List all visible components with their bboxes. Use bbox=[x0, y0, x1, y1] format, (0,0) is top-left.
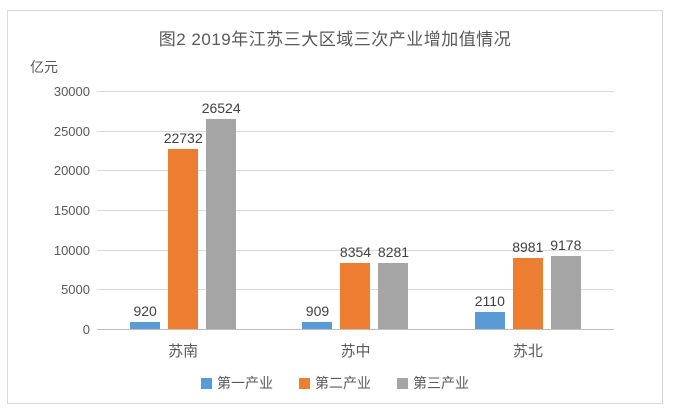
data-label: 9178 bbox=[550, 237, 582, 254]
bar bbox=[550, 256, 581, 329]
y-tick-label: 25000 bbox=[53, 123, 90, 139]
bar-slot: 8354 bbox=[339, 91, 372, 329]
category-label: 苏北 bbox=[512, 343, 543, 360]
bar bbox=[378, 263, 409, 329]
gridline bbox=[97, 210, 614, 211]
y-tick-label: 0 bbox=[82, 322, 90, 337]
bar-group: 909 8354 8281 bbox=[269, 91, 441, 329]
chart-frame: 图2 2019年江苏三大区域三次产业增加值情况 亿元 0 5000 10000 150… bbox=[7, 10, 663, 404]
x-axis-category-labels: 苏南 苏中 苏北 bbox=[97, 340, 614, 361]
data-label: 26524 bbox=[201, 99, 241, 116]
bar bbox=[512, 257, 543, 329]
y-tick-label: 5000 bbox=[61, 282, 90, 298]
data-label: 8354 bbox=[339, 243, 372, 260]
legend-item: 第三产业 bbox=[397, 373, 469, 393]
legend-item: 第一产业 bbox=[201, 373, 273, 393]
bar-slot: 26524 bbox=[202, 91, 241, 329]
x-axis-line bbox=[97, 329, 614, 330]
bar-groups: 920 22732 26524 909 8354 8281 2110 8981 9178 bbox=[97, 91, 614, 329]
y-tick-label: 20000 bbox=[53, 163, 90, 179]
bar-slot: 8981 bbox=[512, 91, 544, 329]
legend-swatch-icon bbox=[299, 377, 310, 389]
legend-item: 第二产业 bbox=[299, 373, 371, 393]
data-label: 920 bbox=[133, 302, 157, 319]
legend: 第一产业 第二产业 第三产业 bbox=[8, 373, 662, 393]
bar bbox=[302, 321, 333, 329]
bar bbox=[130, 321, 161, 329]
chart-title: 图2 2019年江苏三大区域三次产业增加值情况 bbox=[158, 30, 512, 49]
data-label: 2110 bbox=[474, 293, 505, 310]
gridline bbox=[97, 91, 614, 92]
legend-label: 第一产业 bbox=[217, 375, 273, 391]
data-label: 8981 bbox=[512, 238, 544, 255]
legend-label: 第三产业 bbox=[413, 375, 469, 391]
data-label: 22732 bbox=[163, 129, 203, 146]
gridline bbox=[97, 170, 614, 172]
legend-label: 第二产业 bbox=[315, 375, 371, 391]
bar-slot: 8281 bbox=[377, 91, 410, 329]
bar-slot: 2110 bbox=[475, 91, 505, 329]
bar-slot: 909 bbox=[302, 91, 333, 329]
bar-group: 2110 8981 9178 bbox=[442, 91, 614, 329]
bar bbox=[474, 312, 505, 329]
y-tick-label: 30000 bbox=[53, 84, 90, 99]
y-tick-label: 10000 bbox=[53, 242, 90, 258]
legend-swatch-icon bbox=[201, 377, 212, 389]
data-label: 909 bbox=[305, 302, 330, 319]
category-label: 苏中 bbox=[340, 343, 371, 360]
gridline bbox=[97, 249, 614, 251]
gridline bbox=[97, 130, 614, 132]
bar bbox=[206, 118, 237, 329]
y-tick-label: 15000 bbox=[53, 203, 90, 218]
category-label: 苏南 bbox=[168, 343, 199, 360]
y-axis-unit-label: 亿元 bbox=[30, 59, 58, 75]
bar-slot: 920 bbox=[130, 91, 161, 329]
data-label: 8281 bbox=[377, 244, 410, 261]
legend-swatch-icon bbox=[397, 377, 408, 389]
bar-group: 920 22732 26524 bbox=[97, 91, 269, 329]
bar bbox=[168, 148, 199, 329]
bar bbox=[340, 262, 371, 329]
bar-slot: 9178 bbox=[550, 91, 582, 329]
plot-area: 920 22732 26524 909 8354 8281 2110 8981 9178 bbox=[97, 91, 614, 330]
bar-slot: 22732 bbox=[164, 91, 203, 329]
